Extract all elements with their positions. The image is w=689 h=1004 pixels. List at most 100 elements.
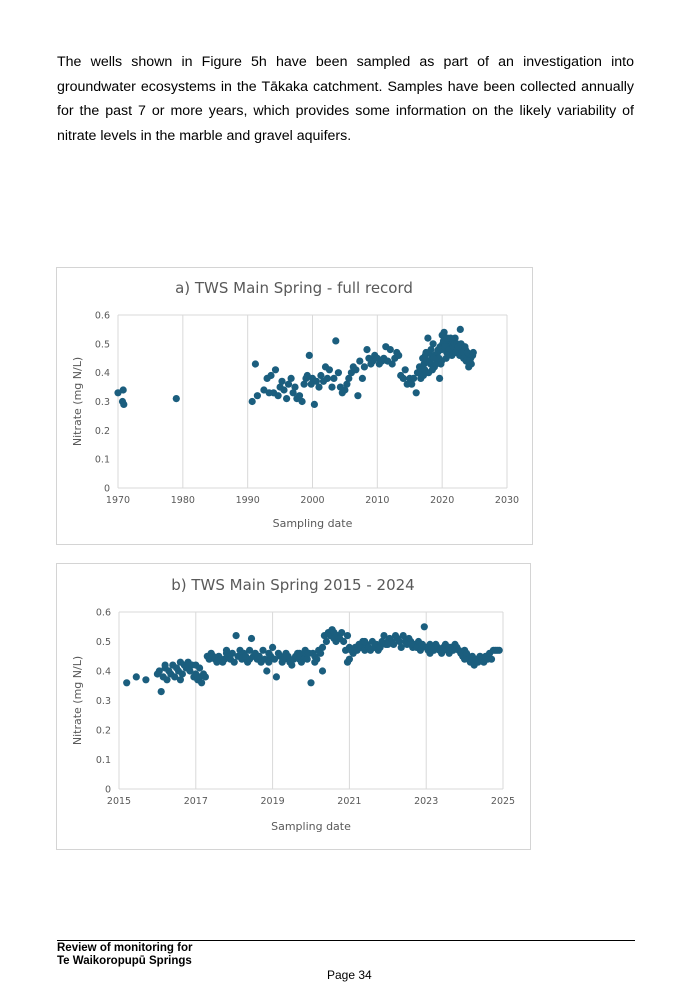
chart-a-y-axis-label: Nitrate (mg N/L) <box>71 357 84 446</box>
chart-b-data-point <box>171 673 179 681</box>
chart-b-data-point <box>163 676 171 684</box>
footer-rule <box>57 940 635 941</box>
chart-a-y-tick-label: 0.5 <box>95 339 110 350</box>
chart-a-data-point <box>399 374 407 382</box>
chart-a-data-point <box>461 343 469 351</box>
chart-b-2015-2024: b) TWS Main Spring 2015 - 2024 2015 2017 20… <box>56 563 531 850</box>
chart-a-data-point <box>172 395 180 403</box>
chart-b-data-point <box>397 643 405 651</box>
chart-a-y-tick-label: 0.4 <box>95 368 110 379</box>
chart-a-data-point <box>358 374 366 382</box>
chart-b-data-point <box>265 658 273 666</box>
chart-a-data-point <box>330 374 338 382</box>
chart-b-data-point <box>280 652 288 660</box>
chart-b-y-tick-label: 0.2 <box>96 726 111 737</box>
chart-a-x-tick-label: 2020 <box>430 495 454 506</box>
chart-a-data-point <box>410 374 418 382</box>
chart-a-full-record: a) TWS Main Spring - full record 1970 1980… <box>56 267 533 545</box>
chart-b-data-point <box>255 652 263 660</box>
chart-b-y-tick-label: 0.6 <box>96 608 111 619</box>
chart-a-y-tick-label: 0 <box>104 484 110 495</box>
chart-b-data-point <box>376 643 384 651</box>
chart-b-data-point <box>322 637 330 646</box>
chart-a-data-point <box>424 334 432 342</box>
chart-a-data-point <box>310 400 318 408</box>
chart-a-y-tick-label: 0.2 <box>95 426 110 437</box>
chart-a-data-point <box>360 363 368 371</box>
chart-a-data-point <box>354 392 362 400</box>
chart-b-data-point <box>269 643 277 651</box>
chart-a-x-tick-label: 1970 <box>106 495 130 506</box>
chart-b-data-point <box>161 661 169 669</box>
chart-a-data-point <box>328 383 336 391</box>
chart-b-data-point <box>495 646 503 654</box>
chart-b-data-point <box>343 632 352 640</box>
chart-b-data-point <box>384 640 392 648</box>
chart-a-data-point <box>323 374 331 382</box>
chart-b-data-point <box>157 688 165 696</box>
chart-b-data-point <box>330 634 338 643</box>
chart-a-data-point <box>284 380 293 388</box>
chart-a-data-point <box>440 328 448 336</box>
chart-a-data-point <box>436 374 444 382</box>
chart-a-data-point <box>456 325 464 333</box>
chart-a-data-point <box>363 346 371 354</box>
chart-b-data-point <box>338 629 346 637</box>
chart-b-data-point <box>155 667 163 675</box>
chart-b-data-point <box>228 649 236 657</box>
chart-a-data-point <box>343 380 351 388</box>
chart-a-data-point <box>300 380 308 388</box>
chart-a-data-point <box>295 392 304 400</box>
chart-b-data-point <box>263 667 271 675</box>
chart-b-data-point <box>420 623 428 631</box>
chart-a-data-point <box>395 351 403 359</box>
chart-a-data-point <box>291 383 299 391</box>
chart-a-data-point <box>317 371 325 380</box>
chart-a-data-point <box>251 360 259 368</box>
chart-b-data-point <box>462 649 471 657</box>
chart-b-data-point <box>270 655 279 663</box>
chart-a-data-point <box>120 400 128 408</box>
chart-b-data-point <box>142 676 150 684</box>
chart-a-data-point <box>458 348 466 357</box>
chart-a-data-point <box>280 386 288 394</box>
page-number: Page 34 <box>327 968 372 982</box>
chart-b-data-point <box>318 643 327 651</box>
chart-a-svg: a) TWS Main Spring - full record 1970 1980… <box>71 279 519 530</box>
chart-b-data-point <box>399 632 407 640</box>
chart-b-x-axis-label: Sampling date <box>271 820 351 833</box>
chart-a-data-point <box>401 366 409 374</box>
chart-a-data-point <box>332 337 340 345</box>
intro-paragraph: The wells shown in Figure 5h have been s… <box>57 54 634 144</box>
chart-b-title: b) TWS Main Spring 2015 - 2024 <box>171 576 414 594</box>
chart-a-data-point <box>274 392 282 400</box>
chart-b-data-point <box>416 646 424 654</box>
chart-a-data-point <box>429 340 437 348</box>
chart-b-data-point <box>232 632 240 640</box>
chart-b-data-point <box>295 649 304 657</box>
chart-a-x-tick-label: 2010 <box>365 495 389 506</box>
chart-b-data-point <box>390 640 398 648</box>
chart-b-data-point <box>445 643 453 651</box>
chart-b-data-point <box>311 658 319 666</box>
chart-a-y-tick-label: 0.1 <box>95 455 110 466</box>
chart-a-x-tick-label: 2000 <box>300 495 324 506</box>
chart-a-data-point <box>305 351 313 359</box>
chart-a-data-point <box>469 351 477 359</box>
chart-a-data-point <box>386 346 394 354</box>
chart-a-data-point <box>356 357 364 365</box>
chart-b-data-point <box>230 658 238 666</box>
chart-b-data-point <box>395 637 403 646</box>
chart-a-x-tick-label: 2030 <box>495 495 519 506</box>
chart-b-x-tick-label: 2019 <box>261 796 285 807</box>
chart-a-title: a) TWS Main Spring - full record <box>175 279 413 297</box>
chart-b-data-point <box>247 634 256 643</box>
chart-a-data-point <box>283 395 291 403</box>
chart-b-data-point <box>303 655 311 663</box>
chart-b-data-point <box>259 646 267 654</box>
chart-a-data-point <box>430 354 438 362</box>
chart-b-data-point <box>317 649 325 657</box>
chart-a-data-point <box>425 369 433 377</box>
chart-b-data-point <box>487 655 496 663</box>
chart-b-data-point <box>380 632 388 640</box>
